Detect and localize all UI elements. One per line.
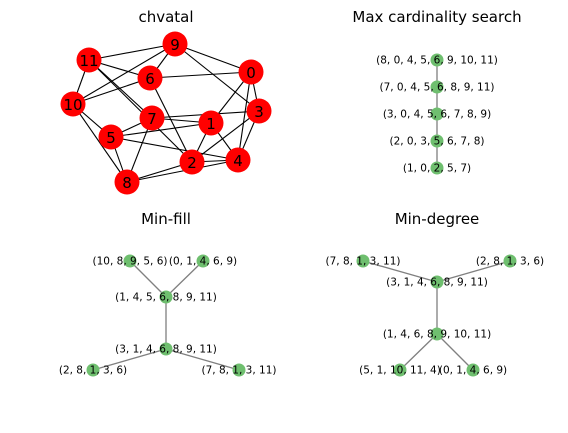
node-label-1: 1: [206, 115, 216, 133]
node-label-10: 10: [63, 96, 82, 114]
node-11: [76, 47, 102, 73]
node-5: [98, 124, 124, 150]
tree-node-2-8-1-3-6: [86, 363, 100, 377]
panel-title-min-fill: Min-fill: [141, 210, 191, 228]
node-9: [162, 31, 188, 57]
node-label-2: 2: [187, 154, 197, 172]
tree-node-1-0-2-5-7: [430, 161, 444, 175]
tree-node-2-8-1-3-6: [503, 254, 517, 268]
tree-edge-3-5: [165, 348, 240, 371]
tree-node-label-7-8-1-3-11: (7, 8, 1, 3, 11): [202, 365, 277, 377]
tree-edge-3-4: [92, 348, 167, 371]
tree-edge-3-5: [436, 333, 474, 371]
edge-10-8: [72, 103, 128, 183]
edge-4-8: [126, 159, 239, 183]
tree-edge-0-2: [362, 260, 438, 283]
tree-node-label-1-4-6-8-9-10-11: (1, 4, 6, 8, 9, 10, 11): [383, 329, 491, 341]
max-cardinality-search-tree: (8, 0, 4, 5, 6, 9, 10, 11) (7, 0, 4, 5, 6…: [376, 53, 498, 175]
tree-node-7-8-1-3-11: [356, 254, 370, 268]
node-label-0: 0: [246, 64, 256, 82]
tree-node-0-1-4-6-9: [466, 363, 480, 377]
min-fill-tree: (10, 8, 9, 5, 6) (0, 1, 4, 6, 9) (1, 4, 5,…: [59, 254, 277, 377]
edge-9-10: [72, 43, 176, 105]
tree-node-label-0-1-4-6-9: (0, 1, 4, 6, 9): [169, 256, 237, 268]
node-label-6: 6: [145, 70, 155, 88]
node-6: [137, 65, 163, 91]
node-1: [198, 110, 224, 136]
tree-node-2-0-3-5-6-7-8: [430, 134, 444, 148]
edge-11-2: [88, 59, 193, 163]
panel-title-min-degree: Min-degree: [395, 210, 480, 228]
edge-9-11: [88, 43, 176, 61]
edge-0-4: [237, 71, 252, 161]
tree-node-label-7-0-4-5-6-8-9-11: (7, 0, 4, 5, 6, 8, 9, 11): [379, 82, 494, 94]
node-0: [238, 59, 264, 85]
tree-node-label-2-0-3-5-6-7-8: (2, 0, 3, 5, 6, 7, 8): [389, 136, 484, 148]
node-10: [60, 91, 86, 117]
tree-edge-3-4: [399, 333, 438, 371]
edge-6-10: [72, 77, 151, 105]
node-label-8: 8: [122, 174, 132, 192]
tree-node-label-10-8-9-5-6: (10, 8, 9, 5, 6): [93, 256, 168, 268]
tree-node-5-1-10-11-4: [393, 363, 407, 377]
edge-5-4: [110, 136, 239, 161]
tree-node-label-2-8-1-3-6: (2, 8, 1, 3, 6): [59, 365, 127, 377]
tree-node-label-3-1-4-6-8-9-11: (3, 1, 4, 6, 8, 9, 11): [115, 344, 217, 356]
tree-node-label-0-1-4-6-9: (0, 1, 4, 6, 9): [439, 365, 507, 377]
tree-node-label-2-8-1-3-6: (2, 8, 1, 3, 6): [476, 256, 544, 268]
tree-node-label-3-1-4-6-8-9-11: (3, 1, 4, 6, 8, 9, 11): [386, 277, 488, 289]
tree-node-label-7-8-1-3-11: (7, 8, 1, 3, 11): [326, 256, 401, 268]
chvatal-graph: 0 1 2 3 4 5 6 7 8 9 10 11: [60, 31, 272, 195]
tree-node-7-0-4-5-6-8-9-11: [430, 80, 444, 94]
node-4: [225, 147, 251, 173]
edge-6-0: [149, 71, 252, 79]
node-2: [179, 149, 205, 175]
tree-node-3-1-4-6-8-9-11: [159, 342, 173, 356]
tree-node-7-8-1-3-11: [232, 363, 246, 377]
tree-node-3-0-4-5-6-7-8-9: [430, 107, 444, 121]
tree-node-label-8-0-4-5-6-9-10-11: (8, 0, 4, 5, 6, 9, 10, 11): [376, 55, 498, 67]
node-label-4: 4: [233, 152, 243, 170]
min-degree-tree: (7, 8, 1, 3, 11) (2, 8, 1, 3, 6) (3, 1, 4,…: [326, 254, 544, 377]
tree-node-0-1-4-6-9: [196, 254, 210, 268]
tree-node-label-5-1-10-11-4: (5, 1, 10, 11, 4): [359, 365, 441, 377]
edge-1-5: [110, 122, 212, 138]
panel-title-max-cardinality-search: Max cardinality search: [352, 8, 521, 26]
edge-9-3: [174, 43, 260, 112]
panel-title-chvatal: chvatal: [138, 8, 193, 26]
tree-node-label-1-4-5-6-8-9-11: (1, 4, 5, 6, 8, 9, 11): [115, 292, 217, 304]
node-label-11: 11: [79, 52, 98, 70]
edge-9-0: [174, 43, 252, 73]
tree-edge-1-2: [436, 260, 511, 283]
tree-node-label-3-0-4-5-6-7-8-9: (3, 0, 4, 5, 6, 7, 8, 9): [383, 109, 491, 121]
tree-edge-0-2: [129, 260, 167, 298]
node-label-7: 7: [147, 110, 157, 128]
tree-node-10-8-9-5-6: [123, 254, 137, 268]
tree-node-3-1-4-6-8-9-11: [430, 275, 444, 289]
tree-node-label-1-0-2-5-7: (1, 0, 2, 5, 7): [403, 163, 471, 175]
tree-node-1-4-6-8-9-10-11: [430, 327, 444, 341]
node-label-3: 3: [254, 103, 264, 121]
tree-edge-1-2: [165, 260, 204, 298]
node-label-9: 9: [170, 36, 180, 54]
tree-node-1-4-5-6-8-9-11: [159, 290, 173, 304]
node-3: [246, 98, 272, 124]
node-8: [114, 169, 140, 195]
node-7: [139, 105, 165, 131]
tree-node-8-0-4-5-6-9-10-11: [430, 53, 444, 67]
node-label-5: 5: [106, 129, 116, 147]
